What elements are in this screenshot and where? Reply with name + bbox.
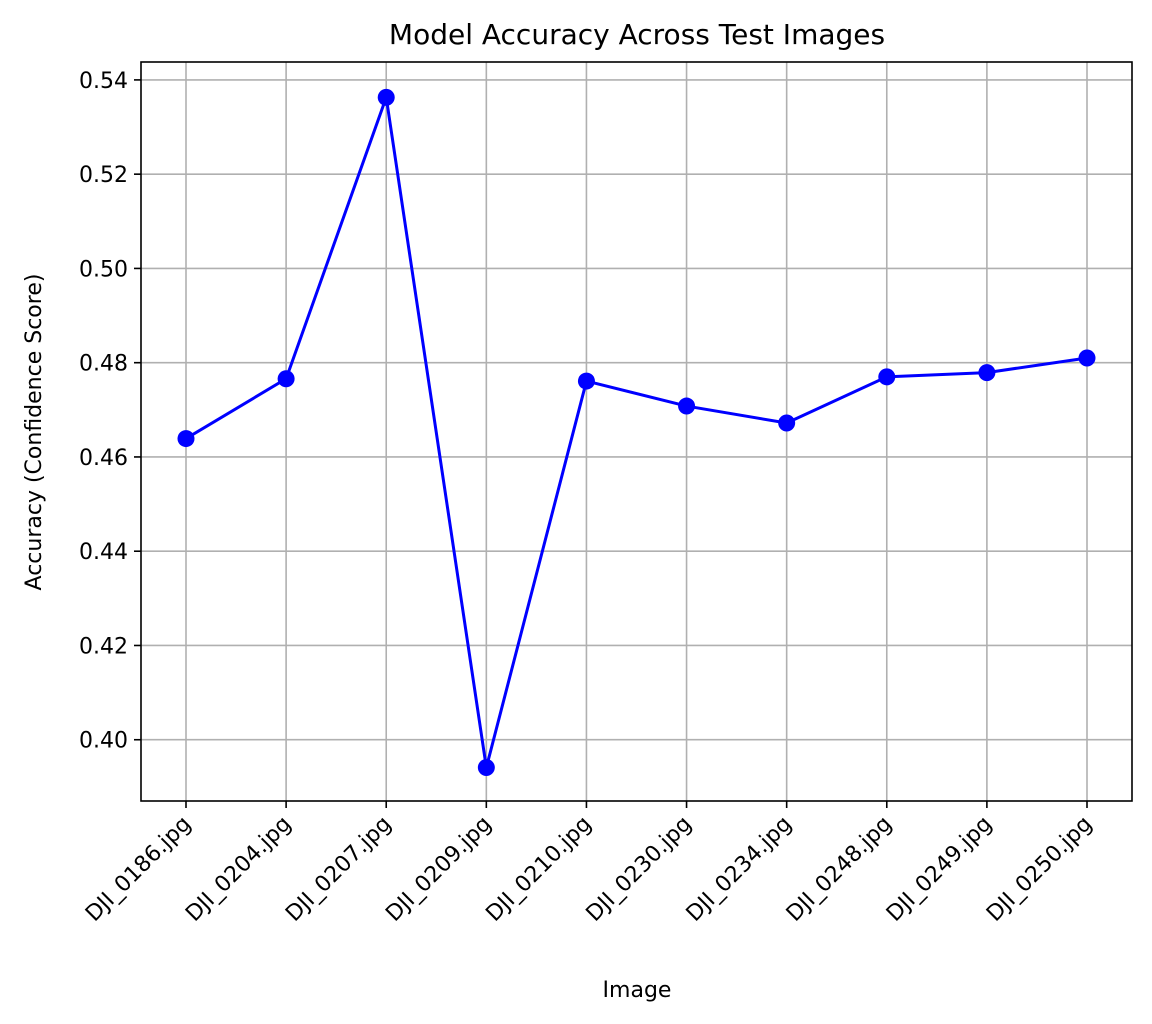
x-tick-label: DJI_0249.jpg <box>882 812 997 927</box>
data-point <box>678 397 696 415</box>
x-tick-label: DJI_0210.jpg <box>481 812 596 927</box>
y-tick-label: 0.46 <box>79 446 128 471</box>
y-tick-label: 0.52 <box>79 163 128 188</box>
data-point <box>277 370 295 388</box>
data-point <box>978 364 996 382</box>
data-point <box>377 88 395 106</box>
x-tick-label: DJI_0230.jpg <box>582 812 697 927</box>
y-tick-label: 0.48 <box>79 352 128 377</box>
data-point <box>878 368 896 386</box>
x-tick-label: DJI_0186.jpg <box>81 812 196 927</box>
x-tick-label: DJI_0209.jpg <box>381 812 496 927</box>
y-tick-label: 0.50 <box>79 257 128 282</box>
y-axis-label: Accuracy (Confidence Score) <box>22 274 47 591</box>
x-tick-label: DJI_0234.jpg <box>682 812 797 927</box>
data-layer <box>177 88 1096 777</box>
axis-layer: 0.40 0.42 0.44 0.46 0.48 0.50 0.52 0.54 DJI_0186… <box>79 69 1097 927</box>
y-tick-label: 0.42 <box>79 634 128 659</box>
x-tick-label: DJI_0248.jpg <box>782 812 897 927</box>
x-tick-label: DJI_0250.jpg <box>982 812 1097 927</box>
data-point <box>778 414 796 432</box>
grid-layer <box>141 62 1132 801</box>
data-point <box>477 759 495 777</box>
y-tick-label: 0.44 <box>79 540 128 565</box>
chart-title: Model Accuracy Across Test Images <box>389 18 885 51</box>
x-tick-label: DJI_0207.jpg <box>281 812 396 927</box>
data-point <box>1078 349 1096 367</box>
x-tick-label: DJI_0204.jpg <box>181 812 296 927</box>
y-tick-label: 0.40 <box>79 729 128 754</box>
x-axis-label: Image <box>603 978 672 1003</box>
plot-frame <box>140 61 1133 802</box>
data-point <box>177 430 195 448</box>
data-point <box>577 372 595 390</box>
series-line <box>185 95 1088 770</box>
y-tick-label: 0.54 <box>79 69 128 94</box>
